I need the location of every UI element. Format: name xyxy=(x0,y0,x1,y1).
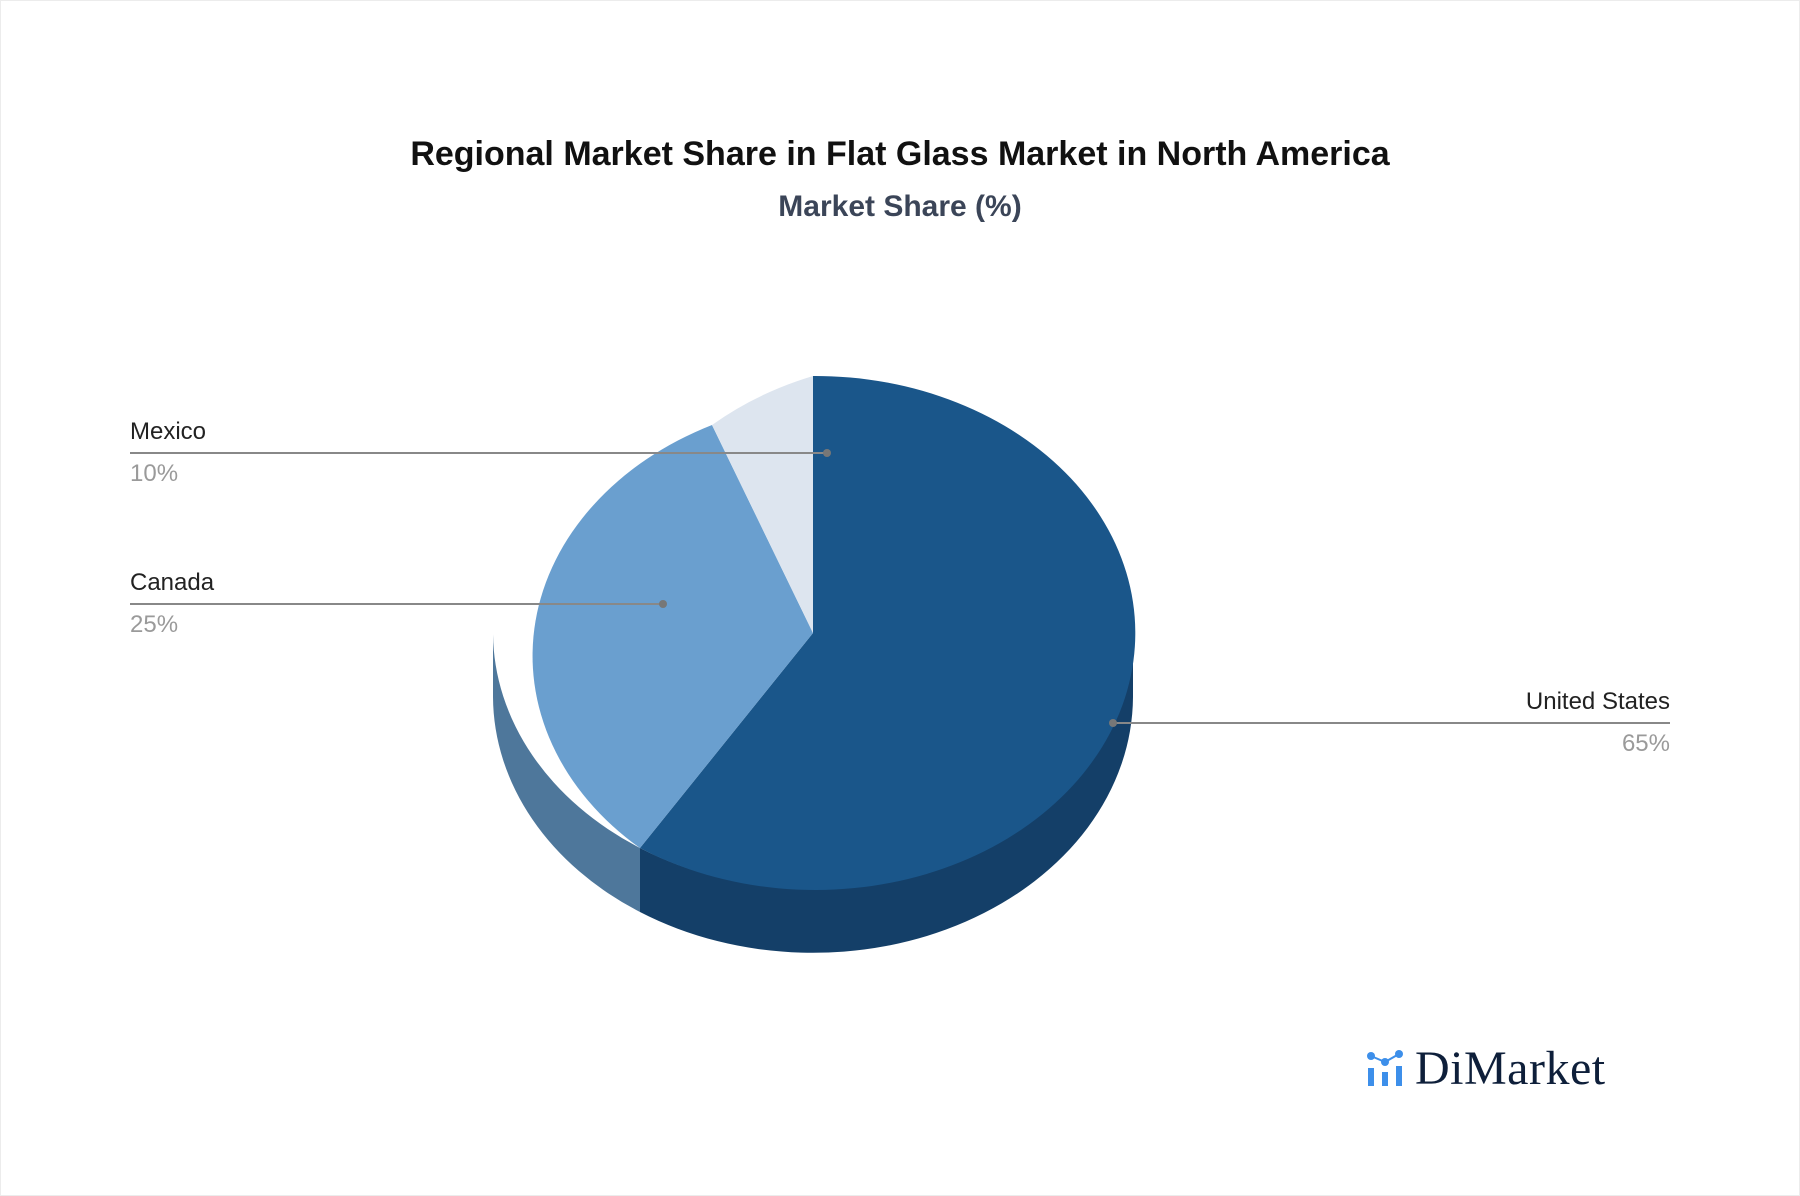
slice-side-canada xyxy=(493,633,640,912)
value-canada: 25% xyxy=(130,611,179,638)
label-mexico: Mexico xyxy=(130,418,207,445)
slice-mexico[interactable] xyxy=(712,376,813,633)
label-canada: Canada xyxy=(130,569,215,596)
value-us: 65% xyxy=(1621,730,1670,757)
chart-subtitle: Market Share (%) xyxy=(778,190,1022,223)
slice-side-us xyxy=(640,633,1133,953)
bar-chart-dots-icon xyxy=(1367,1050,1403,1086)
value-mexico: 10% xyxy=(130,460,179,487)
leader-lines xyxy=(130,449,1670,727)
pie-top xyxy=(532,375,1136,890)
slice-canada[interactable] xyxy=(532,425,813,848)
dimarket-logo: DiMarket xyxy=(1365,1040,1606,1096)
chart-title: Regional Market Share in Flat Glass Mark… xyxy=(410,135,1390,173)
logo-text: DiMarket xyxy=(1415,1041,1606,1095)
pie-depth xyxy=(493,633,1133,953)
slice-us[interactable] xyxy=(640,375,1136,890)
label-us: United States xyxy=(1525,688,1670,715)
